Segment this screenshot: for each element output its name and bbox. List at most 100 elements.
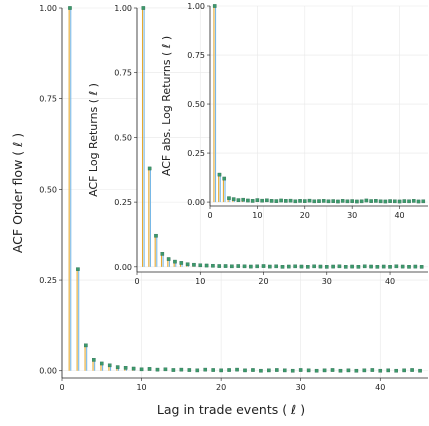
abs-log-returns-point: [231, 197, 236, 201]
order-flow-point: [195, 368, 200, 373]
abs-log-returns-point: [250, 199, 255, 203]
order-flow-point: [243, 368, 247, 373]
log-returns-point: [236, 264, 241, 268]
log-returns-point: [204, 263, 209, 268]
order-flow-point: [155, 367, 160, 372]
log-returns-point: [280, 265, 285, 269]
abs-log-returns-point: [260, 198, 264, 203]
order-flow-point: [179, 367, 184, 372]
order-flow-point: [290, 368, 295, 373]
abs-log-returns-point: [317, 199, 321, 203]
log-returns-point: [394, 264, 399, 269]
log-returns-point: [274, 264, 278, 269]
log-returns-point: [350, 264, 354, 269]
log-returns-point: [306, 265, 310, 269]
log-returns-point: [154, 233, 158, 238]
log-returns-xtick-label: 20: [258, 277, 268, 286]
abs-log-returns-xtick-label: 20: [300, 211, 310, 220]
abs-log-returns-xtick-label: 0: [207, 211, 212, 220]
log-returns-point: [356, 265, 361, 269]
abs-log-returns-point: [269, 199, 274, 203]
log-returns-point: [255, 264, 259, 269]
log-returns-point: [223, 264, 228, 268]
order-flow-point: [219, 368, 223, 373]
abs-log-returns-point: [255, 198, 260, 202]
abs-log-returns-point: [241, 197, 245, 202]
order-flow-point: [211, 368, 215, 372]
order-flow-point: [203, 367, 208, 372]
log-returns-point: [179, 261, 184, 265]
log-returns-ytick-label: 0.25: [114, 198, 132, 207]
order-flow-point: [322, 368, 327, 373]
abs-log-returns-point: [383, 199, 388, 204]
log-returns-point: [369, 264, 373, 269]
abs-log-returns-ylabel: ACF abs. Log Returns ( ℓ ): [160, 36, 173, 176]
order-flow-point: [394, 368, 398, 373]
abs-log-returns-ytick-label: 1.00: [187, 2, 205, 11]
log-returns-ytick-label: 1.00: [114, 4, 132, 13]
order-flow-point: [251, 368, 255, 372]
abs-log-returns-point: [246, 198, 250, 203]
abs-log-returns-point: [227, 196, 231, 200]
log-returns-ytick-label: 0.75: [114, 69, 132, 78]
order-flow-xtick-label: 30: [296, 383, 306, 392]
abs-log-returns-point: [298, 199, 302, 203]
abs-log-returns-xtick-label: 40: [394, 211, 404, 220]
log-returns-ytick-label: 0.00: [114, 263, 132, 272]
abs-log-returns-plot-area: [210, 6, 428, 206]
abs-log-returns-point: [212, 4, 217, 8]
abs-log-returns-point: [359, 199, 364, 204]
order-flow-point: [267, 368, 271, 373]
order-flow-point: [68, 6, 72, 10]
abs-log-returns-point: [350, 199, 354, 203]
log-returns-point: [230, 264, 234, 269]
order-flow-point: [76, 267, 80, 271]
abs-log-returns-ytick-label: 0.00: [187, 198, 205, 207]
log-returns-point: [261, 264, 266, 268]
abs-log-returns-point: [378, 199, 383, 204]
order-flow-point: [139, 367, 144, 372]
order-flow-point: [84, 343, 88, 348]
order-flow-ytick-label: 0.50: [39, 185, 57, 194]
abs-log-returns-point: [421, 199, 426, 204]
log-returns-point: [166, 257, 171, 261]
abs-log-returns-ytick-label: 0.25: [187, 149, 205, 158]
order-flow-point: [259, 368, 263, 373]
order-flow-ytick-label: 0.25: [39, 276, 57, 285]
abs-log-returns-point: [217, 172, 222, 177]
abs-log-returns-point: [307, 198, 312, 203]
order-flow-point: [306, 368, 311, 373]
abs-log-returns-point: [355, 199, 359, 204]
log-returns-point: [413, 264, 418, 269]
log-returns-point: [160, 252, 165, 256]
order-flow-xtick-label: 0: [59, 383, 64, 392]
log-returns-point: [331, 264, 335, 269]
order-flow-point: [187, 368, 192, 372]
order-flow-point: [163, 367, 168, 372]
order-flow-point: [227, 368, 231, 372]
log-returns-point: [293, 264, 297, 269]
order-flow-point: [410, 368, 414, 372]
log-returns-point: [299, 264, 304, 269]
order-flow-point: [147, 367, 152, 371]
abs-log-returns-point: [279, 198, 283, 203]
log-returns-point: [407, 265, 411, 269]
order-flow-point: [275, 368, 279, 372]
log-returns-point: [198, 263, 203, 268]
abs-log-returns-point: [345, 199, 350, 204]
abs-log-returns-point: [402, 199, 407, 203]
order-flow-point: [92, 358, 96, 362]
order-flow-point: [402, 368, 406, 373]
order-flow-point: [362, 368, 367, 373]
log-returns-point: [419, 265, 424, 269]
abs-log-returns-point: [336, 199, 340, 204]
abs-log-returns-point: [312, 199, 317, 204]
log-returns-point: [185, 262, 190, 267]
abs-log-returns-point: [416, 199, 421, 204]
abs-log-returns-point: [340, 199, 345, 203]
order-flow-xtick-label: 10: [136, 383, 146, 392]
abs-log-returns-point: [388, 199, 392, 203]
abs-log-returns-point: [407, 199, 411, 204]
order-flow-point: [314, 368, 319, 373]
